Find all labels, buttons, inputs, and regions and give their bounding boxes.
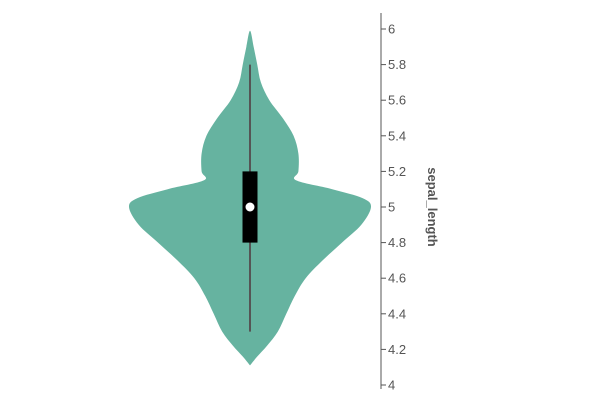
- y-axis-title: sepal_length: [425, 167, 440, 247]
- median-marker: [245, 202, 255, 212]
- y-axis: 4 4.2 4.4 4.6 4.8 5 5.2 5.4 5.6 5.8 6: [380, 13, 406, 393]
- y-tick-label: 5.8: [388, 57, 406, 72]
- y-tick-label: 4.6: [388, 271, 406, 286]
- y-tick-label: 5: [388, 200, 395, 215]
- y-tick-label: 4.2: [388, 342, 406, 357]
- y-tick-label: 5.6: [388, 93, 406, 108]
- y-tick-label: 5.2: [388, 164, 406, 179]
- y-tick-label: 4.8: [388, 235, 406, 250]
- y-tick-label: 4.4: [388, 306, 406, 321]
- y-tick-label: 6: [388, 22, 395, 37]
- y-tick-label: 5.4: [388, 128, 406, 143]
- y-axis-ticks: 4 4.2 4.4 4.6 4.8 5 5.2 5.4 5.6 5.8 6: [381, 22, 406, 393]
- y-tick-label: 4: [388, 378, 395, 393]
- violin-layer: [128, 30, 372, 366]
